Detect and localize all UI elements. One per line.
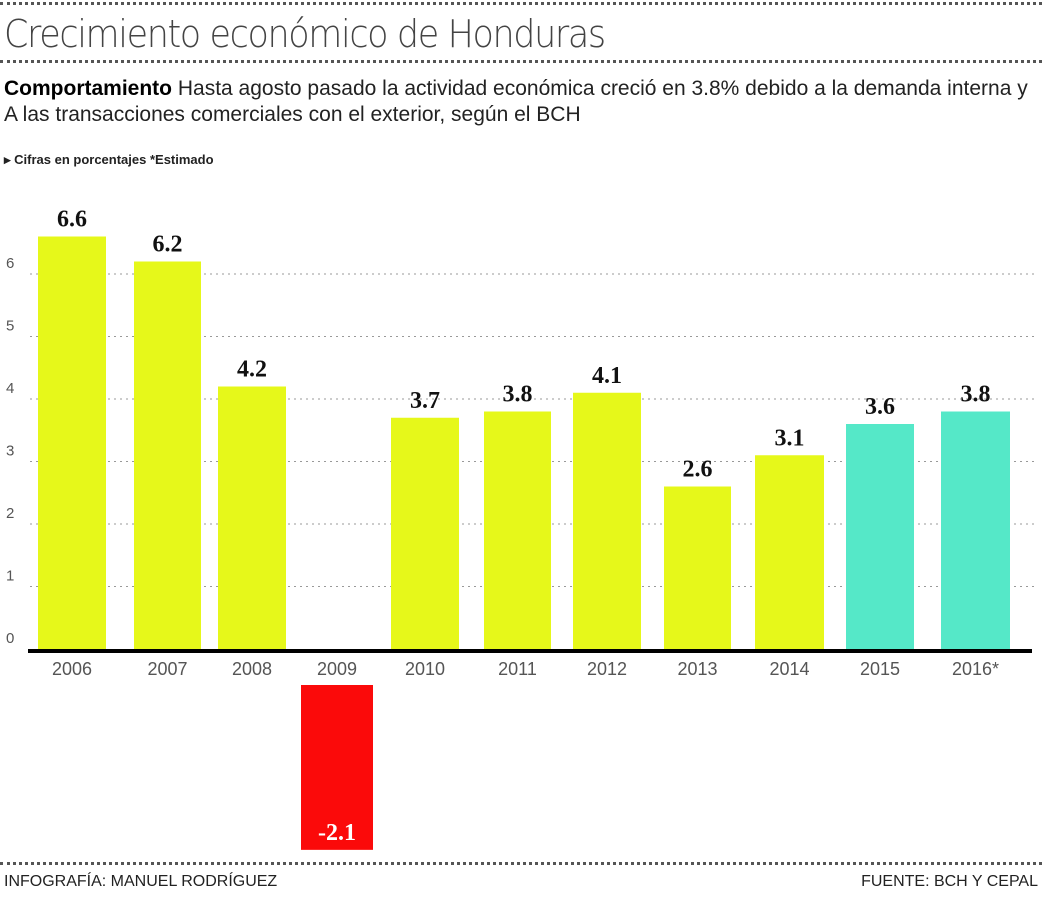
x-tick-label: 2014 xyxy=(769,659,809,679)
data-label: 3.7 xyxy=(410,388,440,414)
bar xyxy=(301,685,373,850)
bar xyxy=(846,424,914,649)
bar xyxy=(573,392,641,649)
data-label: 4.1 xyxy=(592,363,622,389)
x-tick-label: 2010 xyxy=(405,659,445,679)
bar xyxy=(941,411,1010,649)
data-label: 4.2 xyxy=(237,357,267,383)
x-tick-label: 2015 xyxy=(860,659,900,679)
chart-title: Crecimiento económico de Honduras xyxy=(4,12,606,56)
x-tick-label: 2009 xyxy=(317,659,357,679)
data-label: 6.2 xyxy=(153,232,183,258)
x-tick-label: 2006 xyxy=(52,659,92,679)
bar xyxy=(38,236,106,649)
bar xyxy=(218,386,286,649)
x-tick-label: 2007 xyxy=(147,659,187,679)
data-label: -2.1 xyxy=(318,820,356,846)
title-divider xyxy=(0,60,1042,63)
bar xyxy=(134,261,201,649)
y-tick-label: 0 xyxy=(6,630,14,647)
bottom-divider xyxy=(0,862,1042,865)
y-tick-label: 1 xyxy=(6,568,14,585)
y-tick-label: 5 xyxy=(6,318,14,335)
y-tick-label: 2 xyxy=(6,505,14,522)
x-tick-label: 2016* xyxy=(952,659,999,679)
y-tick-label: 6 xyxy=(6,255,14,272)
credit: INFOGRAFÍA: MANUEL RODRÍGUEZ xyxy=(4,873,278,890)
bar xyxy=(755,455,824,649)
x-tick-label: 2011 xyxy=(498,659,537,679)
bar xyxy=(484,411,551,649)
bar xyxy=(391,417,459,649)
bar xyxy=(664,486,731,649)
data-label: 3.8 xyxy=(503,382,533,408)
chart-subtitle: Comportamiento Hasta agosto pasado la ac… xyxy=(4,76,1034,128)
data-label: 3.1 xyxy=(775,425,805,451)
data-label: 3.8 xyxy=(961,382,991,408)
y-tick-label: 4 xyxy=(6,380,14,397)
x-tick-label: 2008 xyxy=(232,659,272,679)
chart-note: ▸ Cifras en porcentajes *Estimado xyxy=(4,152,214,167)
top-divider xyxy=(0,2,1042,5)
data-label: 6.6 xyxy=(57,207,87,233)
y-tick-label: 3 xyxy=(6,443,14,460)
subtitle-lead: Comportamiento xyxy=(4,77,172,100)
x-tick-label: 2012 xyxy=(587,659,627,679)
subtitle-text: Hasta agosto pasado la actividad económi… xyxy=(4,77,1028,126)
source: FUENTE: BCH Y CEPAL xyxy=(861,873,1038,890)
x-tick-label: 2013 xyxy=(677,659,717,679)
data-label: 3.6 xyxy=(865,394,895,420)
data-label: 2.6 xyxy=(683,457,713,483)
